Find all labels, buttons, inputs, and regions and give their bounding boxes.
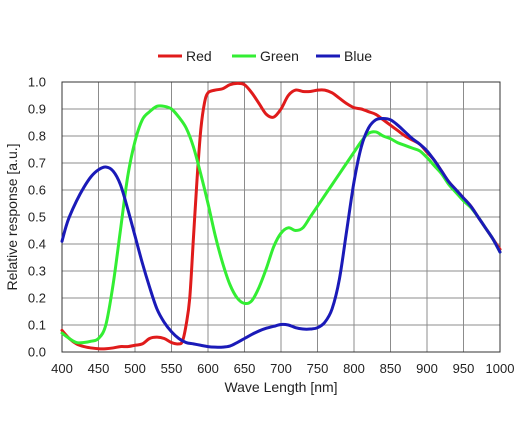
- y-tick-label: 0.5: [28, 210, 46, 225]
- y-tick-labels: 0.0 0.1 0.2 0.3 0.4 0.5 0.6 0.7 0.8 0.9 1.0: [28, 75, 46, 360]
- y-tick-label: 0.9: [28, 102, 46, 117]
- x-tick-label: 850: [380, 361, 402, 376]
- y-tick-label: 0.8: [28, 129, 46, 144]
- series-line-blue: [60, 116, 502, 349]
- x-tick-label: 900: [416, 361, 438, 376]
- legend-label-green: Green: [260, 48, 299, 64]
- x-tick-label: 1000: [486, 361, 515, 376]
- x-tick-label: 500: [124, 361, 146, 376]
- grid-lines: [61, 81, 501, 353]
- x-tick-label: 400: [51, 361, 73, 376]
- y-tick-label: 0.3: [28, 264, 46, 279]
- x-tick-label: 950: [453, 361, 475, 376]
- x-tick-label: 550: [161, 361, 183, 376]
- y-tick-label: 0.1: [28, 318, 46, 333]
- y-tick-label: 0.0: [28, 345, 46, 360]
- x-tick-label: 650: [234, 361, 256, 376]
- y-tick-label: 1.0: [28, 75, 46, 90]
- x-axis-label: Wave Length [nm]: [224, 379, 337, 395]
- series-line-green: [60, 104, 502, 345]
- y-tick-label: 0.6: [28, 183, 46, 198]
- y-tick-label: 0.7: [28, 156, 46, 171]
- x-tick-label: 800: [343, 361, 365, 376]
- x-tick-label: 700: [270, 361, 292, 376]
- legend: Red Green Blue: [158, 48, 372, 64]
- x-tick-label: 600: [197, 361, 219, 376]
- y-tick-label: 0.4: [28, 237, 46, 252]
- x-tick-label: 450: [88, 361, 110, 376]
- legend-label-blue: Blue: [344, 48, 372, 64]
- legend-label-red: Red: [186, 48, 212, 64]
- series-layer: [60, 81, 502, 351]
- x-tick-labels: 400 450 500 550 600 650 700 750 800 850 900 950 1000: [51, 361, 514, 376]
- y-axis-label: Relative response [a.u.]: [4, 143, 20, 290]
- plot-area: [61, 81, 501, 353]
- x-tick-label: 750: [307, 361, 329, 376]
- y-tick-label: 0.2: [28, 291, 46, 306]
